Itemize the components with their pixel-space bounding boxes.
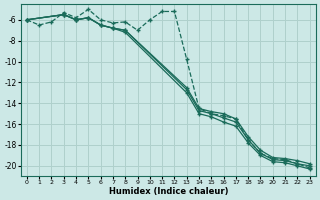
X-axis label: Humidex (Indice chaleur): Humidex (Indice chaleur) [108,187,228,196]
